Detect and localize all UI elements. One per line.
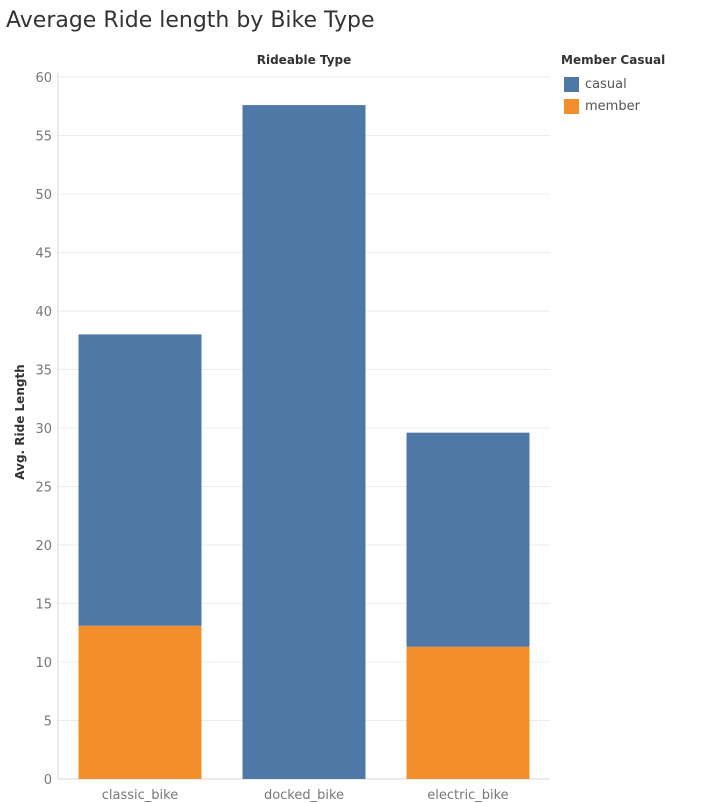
legend-item-casual[interactable]: casual: [561, 73, 665, 95]
y-tick-label-25: 25: [35, 481, 52, 496]
y-tick-label-0: 0: [44, 773, 52, 788]
y-tick-label-15: 15: [35, 598, 52, 613]
legend-swatch-casual: [564, 76, 579, 92]
bar-casual-classic_bike: [78, 334, 202, 626]
y-tick-label-45: 45: [35, 247, 52, 262]
y-tick-label-60: 60: [35, 71, 52, 86]
y-tick-label-55: 55: [35, 130, 52, 145]
y-tick-label-40: 40: [35, 305, 52, 320]
x-tick-label-classic_bike: classic_bike: [102, 788, 178, 803]
y-tick-labels: 0 5 10 15 20 25 30 35 40 45 50 55 60: [35, 71, 52, 788]
x-tick-labels: classic_bike docked_bike electric_bike: [102, 788, 509, 803]
legend-label-casual: casual: [585, 76, 627, 92]
legend-label-member: member: [585, 98, 640, 114]
y-tick-label-10: 10: [35, 656, 52, 671]
legend-item-member[interactable]: member: [561, 95, 665, 117]
y-tick-label-30: 30: [35, 422, 52, 437]
legend-title: Member Casual: [561, 53, 666, 67]
bar-member-classic_bike: [78, 625, 202, 779]
x-tick-label-docked_bike: docked_bike: [264, 788, 344, 803]
chart-title: Average Ride length by Bike Type: [6, 8, 375, 33]
y-tick-label-20: 20: [35, 539, 52, 554]
bar-casual-electric_bike: [406, 432, 530, 647]
legend-swatch-member: [564, 98, 579, 114]
column-header: Rideable Type: [256, 53, 352, 67]
x-tick-label-electric_bike: electric_bike: [427, 788, 508, 803]
y-tick-label-5: 5: [44, 715, 52, 730]
bar-member-electric_bike: [406, 646, 530, 779]
y-tick-label-50: 50: [35, 188, 52, 203]
legend[interactable]: Member Casual casual member: [561, 53, 665, 117]
bars: [78, 105, 530, 779]
bar-casual-docked_bike: [242, 105, 366, 779]
y-tick-label-35: 35: [35, 364, 52, 379]
